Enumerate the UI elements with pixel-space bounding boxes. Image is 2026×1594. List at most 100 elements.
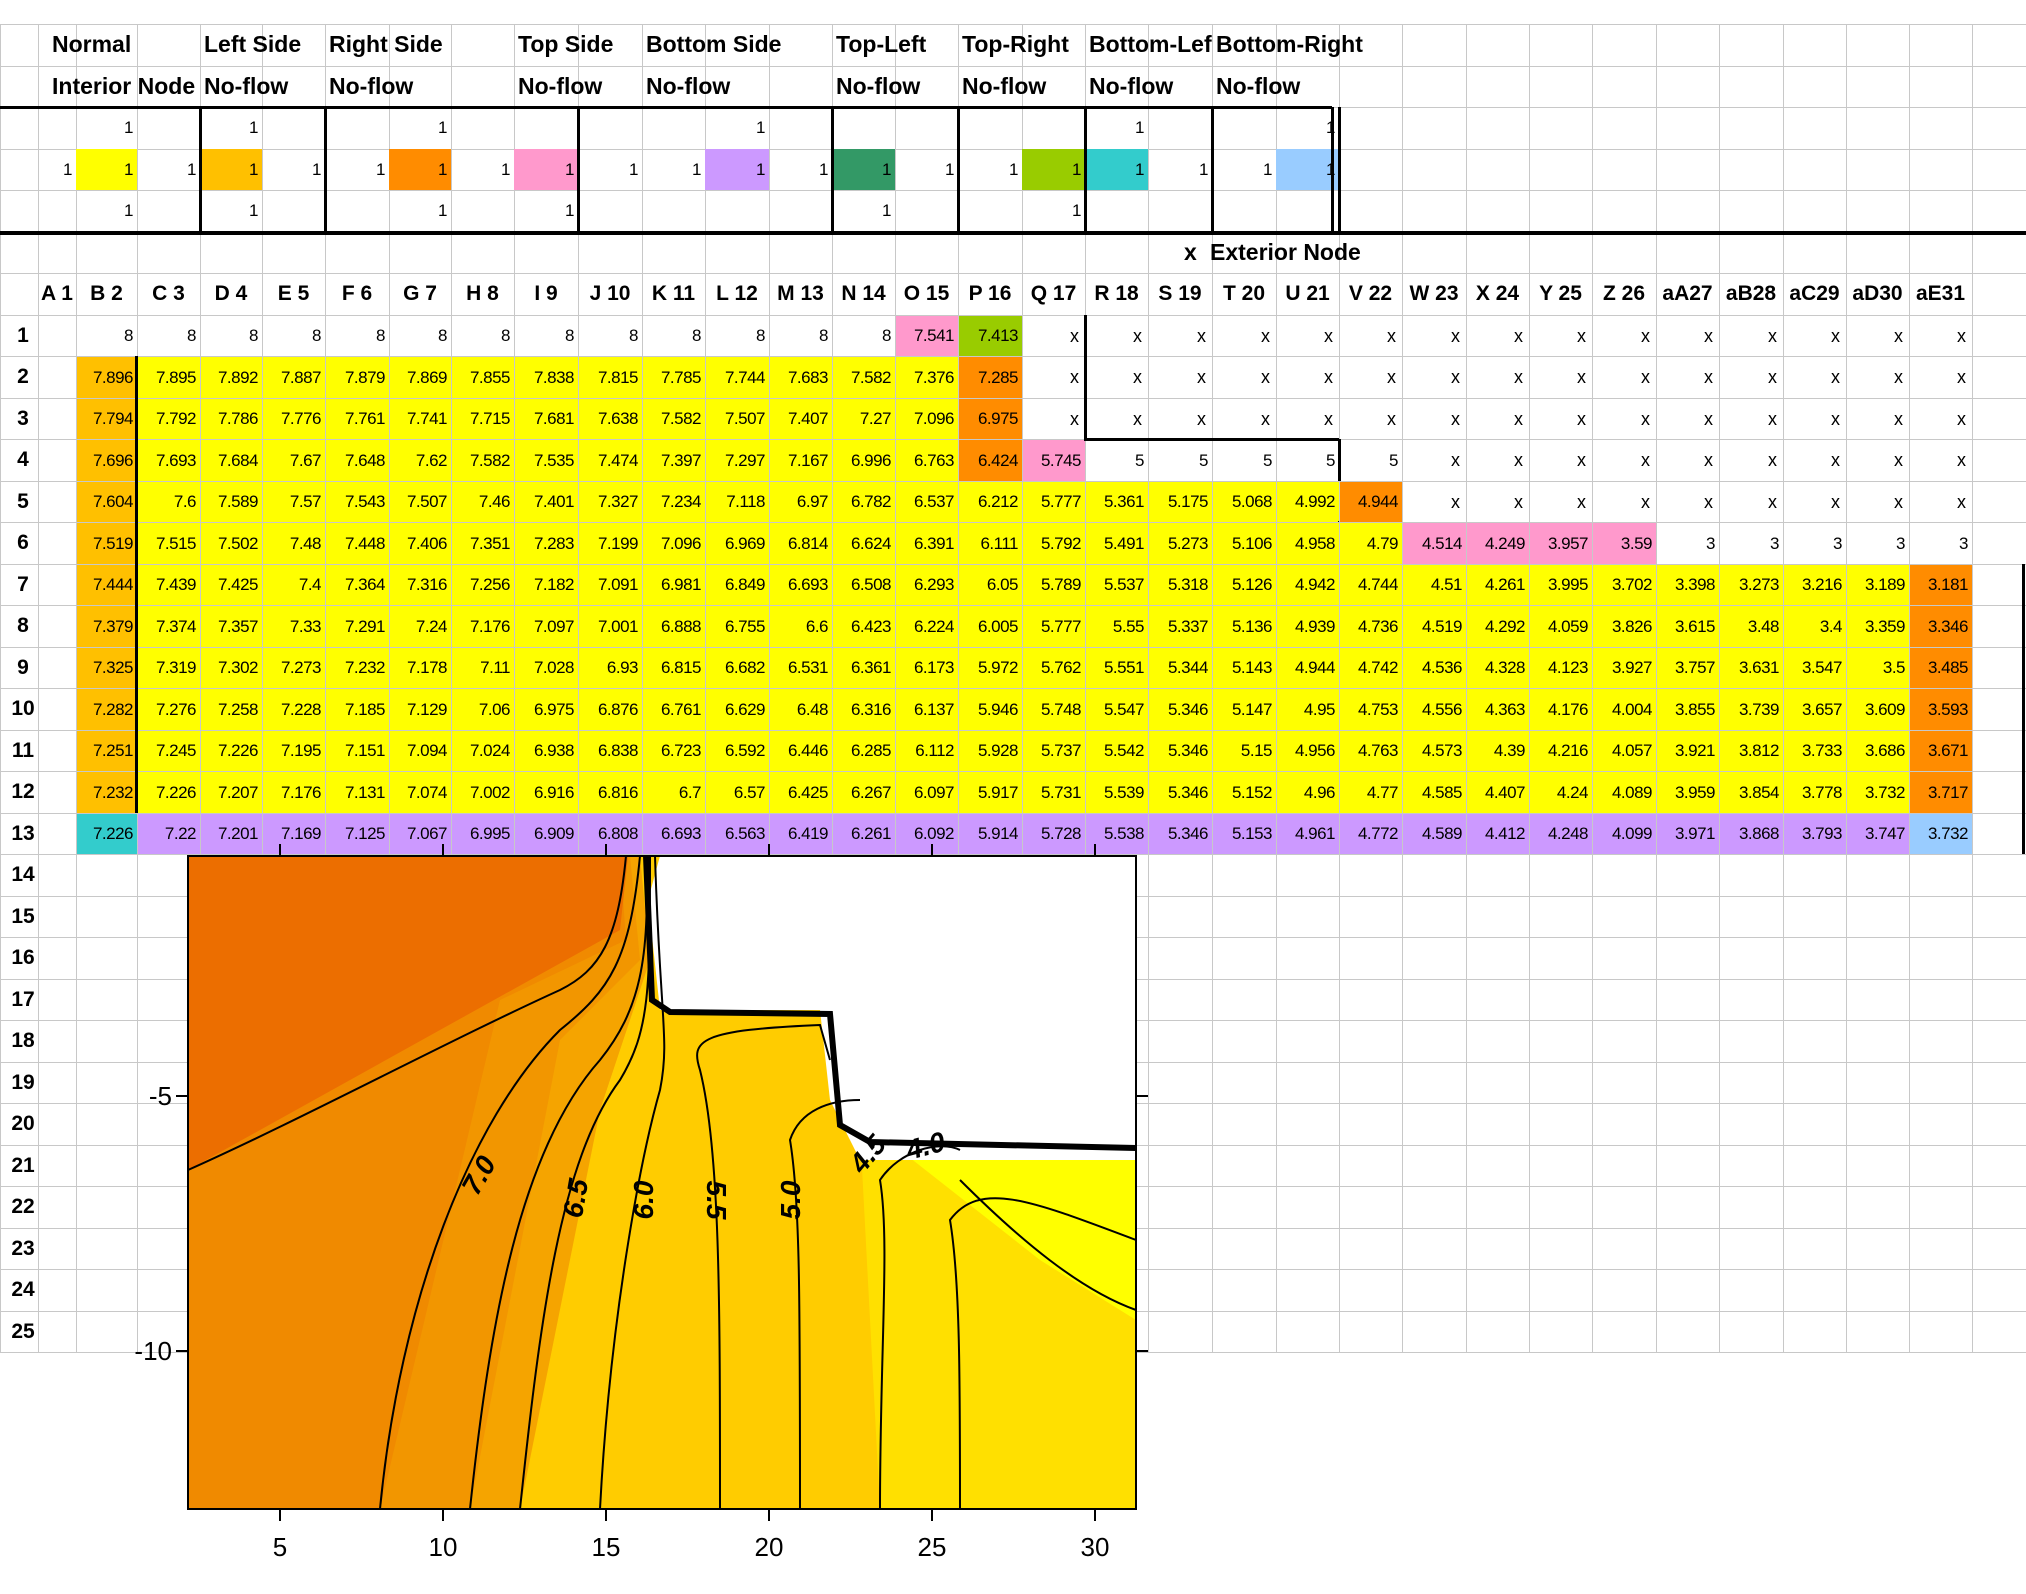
grid-cell[interactable]: 6.293 (896, 564, 958, 605)
grid-cell[interactable]: x (1641, 367, 1650, 388)
row-header[interactable]: 18 (11, 1029, 35, 1053)
grid-cell[interactable]: 8 (565, 326, 574, 346)
column-header[interactable]: aD30 (1852, 282, 1903, 306)
grid-cell[interactable]: 3.747 (1847, 813, 1909, 854)
grid-cell[interactable]: 3.485 (1910, 647, 1972, 688)
column-header[interactable]: I 9 (534, 282, 558, 306)
row-header[interactable]: 23 (11, 1236, 35, 1260)
grid-cell[interactable]: 4.24 (1530, 772, 1592, 813)
grid-cell[interactable]: 8 (629, 326, 638, 346)
column-header[interactable]: E 5 (277, 282, 310, 306)
grid-cell[interactable]: 4.585 (1403, 772, 1466, 813)
grid-cell[interactable]: 3.927 (1593, 647, 1656, 688)
row-header[interactable]: 12 (11, 780, 35, 804)
grid-cell[interactable]: 7.786 (201, 398, 262, 439)
grid-cell[interactable]: 6.782 (833, 481, 895, 522)
grid-cell[interactable]: 4.004 (1593, 689, 1656, 730)
grid-cell[interactable]: 6.7 (643, 772, 705, 813)
grid-cell[interactable]: 6.816 (579, 772, 642, 813)
grid-cell[interactable]: 4.057 (1593, 730, 1656, 771)
grid-cell[interactable]: 4.763 (1340, 730, 1402, 771)
grid-cell[interactable]: 6.624 (833, 523, 895, 564)
grid-cell[interactable]: 7.6 (138, 481, 200, 522)
grid-cell[interactable]: 4.772 (1340, 813, 1402, 854)
grid-cell[interactable]: 7.62 (390, 440, 451, 481)
grid-cell[interactable]: 3.757 (1657, 647, 1719, 688)
grid-cell[interactable]: 4.536 (1403, 647, 1466, 688)
grid-cell[interactable]: x (1261, 367, 1270, 388)
grid-cell[interactable]: 6.838 (579, 730, 642, 771)
column-header[interactable]: T 20 (1222, 282, 1266, 306)
grid-cell[interactable]: 6.173 (896, 647, 958, 688)
column-header[interactable]: H 8 (466, 282, 499, 306)
grid-cell[interactable]: 3.181 (1910, 564, 1972, 605)
grid-cell[interactable]: 5.917 (959, 772, 1022, 813)
grid-cell[interactable]: x (1894, 450, 1903, 471)
grid-cell[interactable]: 3 (1706, 533, 1715, 553)
grid-cell[interactable]: 3.995 (1530, 564, 1592, 605)
grid-cell[interactable]: 5.538 (1086, 813, 1148, 854)
grid-cell[interactable]: 7.195 (263, 730, 325, 771)
grid-cell[interactable]: 5.136 (1213, 606, 1276, 647)
grid-cell[interactable]: 4.089 (1593, 772, 1656, 813)
grid-cell[interactable]: x (1451, 325, 1460, 346)
grid-cell[interactable]: x (1070, 325, 1079, 346)
grid-cell[interactable]: x (1831, 408, 1840, 429)
grid-cell[interactable]: 7.896 (77, 357, 137, 398)
grid-cell[interactable]: 7.374 (138, 606, 200, 647)
column-header[interactable]: aA27 (1662, 282, 1713, 306)
grid-cell[interactable]: x (1514, 367, 1523, 388)
grid-cell[interactable]: 6.6 (770, 606, 832, 647)
grid-cell[interactable]: 7.439 (138, 564, 200, 605)
grid-cell[interactable]: 7.285 (959, 357, 1022, 398)
grid-cell[interactable]: x (1768, 367, 1777, 388)
grid-cell[interactable]: 4.79 (1340, 523, 1402, 564)
grid-cell[interactable]: 7.855 (452, 357, 514, 398)
grid-cell[interactable]: 5.175 (1149, 481, 1212, 522)
grid-cell[interactable]: 7.176 (263, 772, 325, 813)
grid-cell[interactable]: 7.895 (138, 357, 200, 398)
grid-cell[interactable]: 6.57 (706, 772, 769, 813)
grid-cell[interactable]: 8 (438, 326, 447, 346)
grid-cell[interactable]: 5.346 (1149, 772, 1212, 813)
grid-cell[interactable]: x (1831, 325, 1840, 346)
grid-cell[interactable]: 7.232 (77, 772, 137, 813)
grid-cell[interactable]: 7.125 (326, 813, 389, 854)
grid-cell[interactable]: 7.291 (326, 606, 389, 647)
grid-cell[interactable]: 8 (882, 326, 891, 346)
column-header[interactable]: aE31 (1915, 282, 1966, 306)
grid-cell[interactable]: 3.657 (1784, 689, 1846, 730)
grid-cell[interactable]: 7.604 (77, 481, 137, 522)
grid-cell[interactable]: 6.975 (515, 689, 578, 730)
grid-cell[interactable]: 7.413 (959, 315, 1022, 356)
grid-cell[interactable]: 5.15 (1213, 730, 1276, 771)
grid-cell[interactable]: 6.563 (706, 813, 769, 854)
grid-cell[interactable]: 7.519 (77, 523, 137, 564)
grid-cell[interactable]: 6.537 (896, 481, 958, 522)
grid-cell[interactable]: x (1070, 367, 1079, 388)
grid-cell[interactable]: 7.681 (515, 398, 578, 439)
row-header[interactable]: 1 (17, 323, 29, 347)
grid-cell[interactable]: 5.748 (1023, 689, 1085, 730)
row-header[interactable]: 14 (11, 863, 35, 887)
grid-cell[interactable]: 5.55 (1086, 606, 1148, 647)
grid-cell[interactable]: 8 (376, 326, 385, 346)
grid-cell[interactable]: 5.153 (1213, 813, 1276, 854)
grid-cell[interactable]: 6.996 (833, 440, 895, 481)
grid-cell[interactable]: 7.091 (579, 564, 642, 605)
grid-cell[interactable]: 7.118 (706, 481, 769, 522)
grid-cell[interactable]: 7.129 (390, 689, 451, 730)
column-header[interactable]: N 14 (841, 282, 886, 306)
grid-cell[interactable]: x (1831, 367, 1840, 388)
grid-cell[interactable]: 3.189 (1847, 564, 1909, 605)
grid-cell[interactable]: x (1261, 408, 1270, 429)
grid-cell[interactable]: 5.792 (1023, 523, 1085, 564)
column-header[interactable]: C 3 (152, 282, 185, 306)
grid-cell[interactable]: 7.582 (643, 398, 705, 439)
grid-cell[interactable]: 7.638 (579, 398, 642, 439)
grid-cell[interactable]: x (1957, 367, 1966, 388)
grid-cell[interactable]: 7.22 (138, 813, 200, 854)
grid-cell[interactable]: 5.728 (1023, 813, 1085, 854)
row-header[interactable]: 20 (11, 1112, 35, 1136)
grid-cell[interactable]: x (1324, 367, 1333, 388)
